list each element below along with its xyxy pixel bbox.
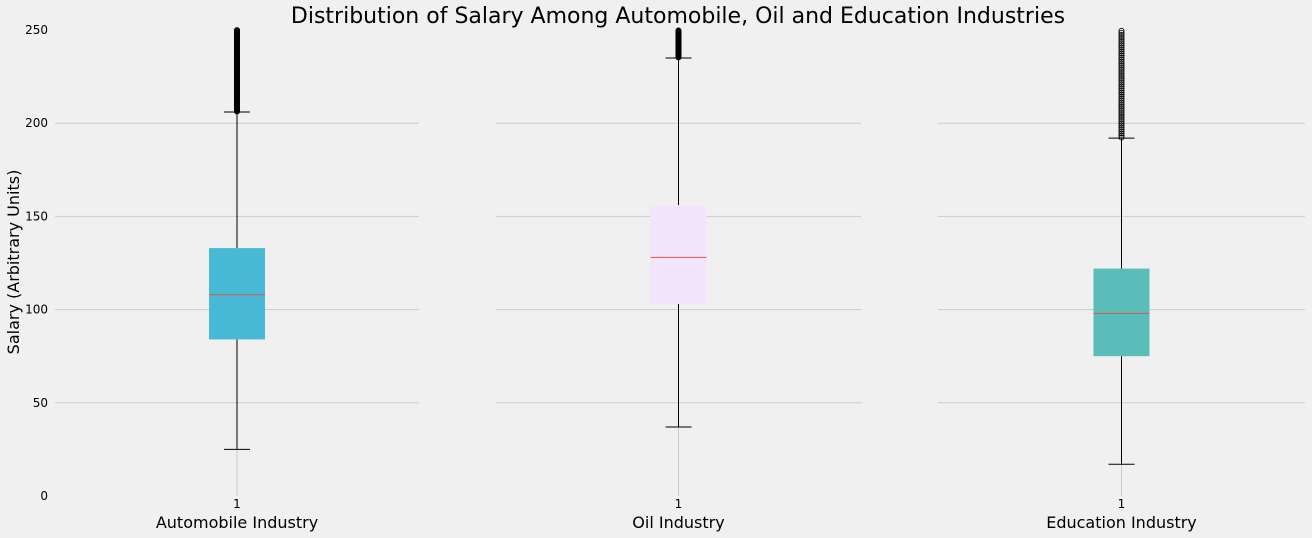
outlier-point [1118, 83, 1125, 90]
iqr-box [650, 205, 707, 305]
outlier-point [1118, 66, 1125, 73]
outlier-point [1118, 132, 1125, 139]
outlier-point [1118, 128, 1125, 135]
y-tick-label: 200 [25, 116, 48, 130]
outlier-point [1118, 89, 1125, 96]
outlier-point [1118, 32, 1125, 39]
outlier-point [1118, 36, 1125, 43]
outlier-point [1118, 70, 1125, 77]
iqr-box [209, 248, 265, 340]
outlier-point [1118, 105, 1125, 112]
outlier-point [1118, 91, 1125, 98]
y-tick-label: 250 [25, 23, 48, 37]
outlier-point [1118, 77, 1125, 84]
outlier-point [1118, 109, 1125, 116]
outlier-point [1118, 73, 1125, 80]
outlier-point [1118, 85, 1125, 92]
outlier-point [1118, 54, 1125, 61]
outlier-point [1118, 93, 1125, 100]
outlier-point [1118, 79, 1125, 86]
y-tick-label: 100 [25, 303, 48, 317]
outlier-point [1118, 46, 1125, 53]
outlier-point [1118, 58, 1125, 65]
x-axis-label: Education Industry [1046, 513, 1197, 532]
outlier-point [1118, 29, 1125, 36]
x-tick-label: 1 [675, 497, 683, 511]
outlier-point [1118, 40, 1125, 47]
outlier-point [1118, 124, 1125, 131]
x-axis-label: Automobile Industry [156, 513, 318, 532]
outlier-point [1118, 34, 1125, 41]
x-tick-label: 1 [1118, 497, 1126, 511]
x-tick-label: 1 [233, 497, 241, 511]
outlier-point [1118, 97, 1125, 104]
outlier-point [233, 27, 240, 34]
outlier-point [1118, 114, 1125, 121]
outlier-point [1118, 62, 1125, 69]
outlier-point [1118, 118, 1125, 125]
outlier-point [1118, 75, 1125, 82]
outlier-point [1118, 38, 1125, 45]
outlier-point [1118, 52, 1125, 59]
outlier-point [1118, 134, 1125, 141]
outlier-point [1118, 60, 1125, 67]
panel-2: 1 Oil Industry [496, 27, 861, 532]
outlier-point [1118, 48, 1125, 55]
outlier-point [1118, 42, 1125, 49]
outlier-point [1118, 130, 1125, 137]
outlier-point [1118, 50, 1125, 57]
iqr-box [1093, 268, 1150, 357]
panel-1: 1 Automobile Industry [55, 27, 419, 532]
outlier-point [1118, 122, 1125, 129]
x-axis-label: Oil Industry [632, 513, 724, 532]
outlier-point [1118, 103, 1125, 110]
outlier-point [1118, 44, 1125, 51]
panel-3: 1 Education Industry [938, 27, 1305, 532]
outlier-point [1118, 99, 1125, 106]
y-tick-label: 50 [33, 396, 48, 410]
outlier-point [1118, 107, 1125, 114]
outlier-point [1118, 81, 1125, 88]
outlier-point [1118, 116, 1125, 123]
chart-title: Distribution of Salary Among Automobile,… [291, 4, 1065, 29]
outlier-point [1118, 126, 1125, 133]
y-tick-label: 0 [40, 489, 48, 503]
outlier-point [1118, 87, 1125, 94]
y-axis-label: Salary (Arbitrary Units) [4, 170, 23, 355]
outlier-point [1118, 56, 1125, 63]
outlier-point [675, 27, 682, 34]
outlier-point [1118, 68, 1125, 75]
y-tick-label: 150 [25, 209, 48, 223]
outlier-point [1118, 27, 1125, 34]
outlier-point [1118, 95, 1125, 102]
outlier-point [1118, 120, 1125, 127]
plot-area: 0 50 100 150 200 250 1 Automobile Industry 1 Oil … [25, 23, 1305, 532]
outlier-point [1118, 64, 1125, 71]
outlier-point [1118, 101, 1125, 108]
outlier-point [1118, 111, 1125, 118]
